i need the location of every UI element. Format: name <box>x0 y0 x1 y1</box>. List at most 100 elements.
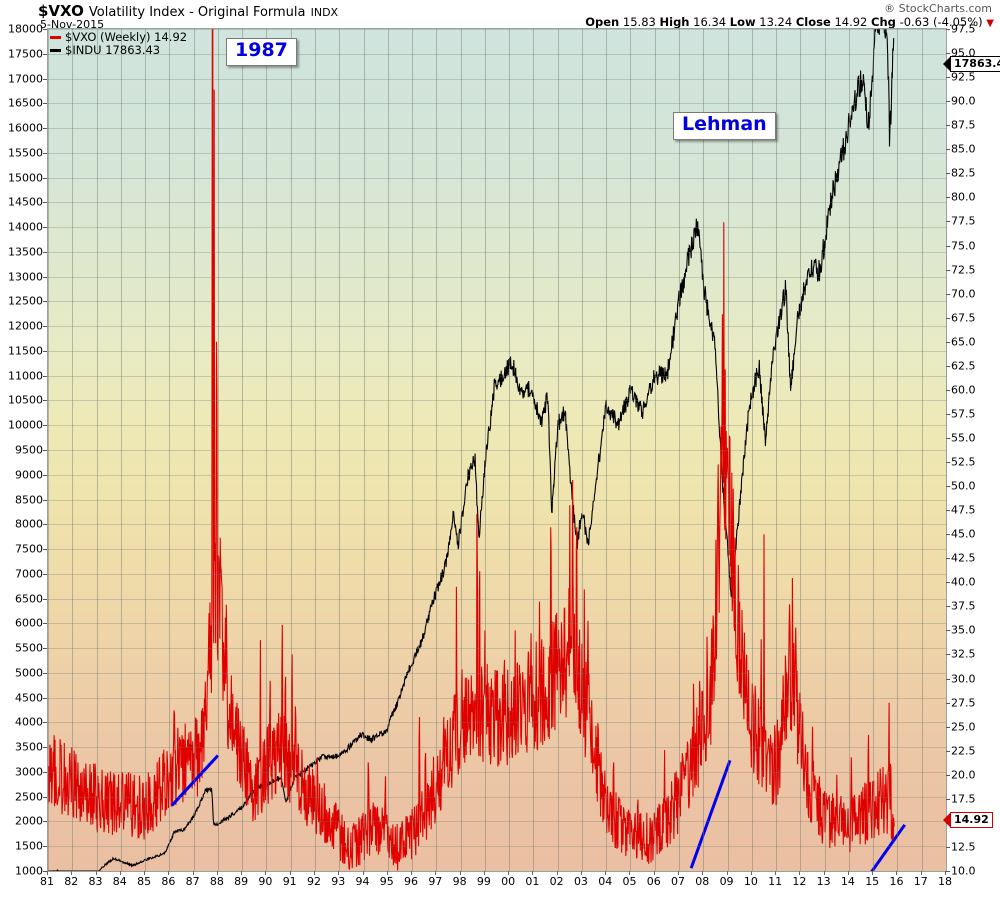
left-axis-tick-mark <box>43 474 47 476</box>
legend-swatch-indu <box>50 49 61 52</box>
x-tick-label: 15 <box>865 875 880 888</box>
vertical-gridline <box>824 29 826 871</box>
x-tick-label: 03 <box>573 875 588 888</box>
left-value-axis: 18000 17500 17000 16500 16000 15500 15000 14500… <box>0 23 47 878</box>
vertical-gridline <box>363 29 365 871</box>
left-axis-tick-label: 5500 <box>15 641 43 655</box>
x-tick-label: 16 <box>889 875 904 888</box>
x-tick-label: 92 <box>306 875 321 888</box>
horizontal-gridline <box>48 573 946 575</box>
x-tick-mark <box>192 871 194 875</box>
annotation-1987[interactable]: 1987 <box>226 38 297 66</box>
right-axis-tick-mark <box>946 654 950 656</box>
left-axis-tick-label: 13000 <box>8 270 43 284</box>
trendline-2[interactable] <box>689 759 732 869</box>
right-axis-tick-mark <box>946 173 950 175</box>
left-axis-tick-mark <box>43 648 47 650</box>
right-axis-tick-mark <box>946 245 950 247</box>
x-tick-label: 04 <box>598 875 613 888</box>
vertical-gridline <box>751 29 753 871</box>
x-tick-mark <box>386 871 388 875</box>
low-label: Low <box>729 15 756 29</box>
horizontal-gridline <box>48 326 946 328</box>
horizontal-gridline <box>48 400 946 402</box>
left-axis-tick-label: 6000 <box>15 616 43 630</box>
horizontal-gridline <box>48 796 946 798</box>
right-axis-tick-label: 75.0 <box>951 239 976 252</box>
left-axis-tick-mark <box>43 549 47 551</box>
left-axis-tick-label: 5000 <box>15 666 43 680</box>
x-tick-mark <box>653 871 655 875</box>
right-axis-tick-label: 87.5 <box>951 118 976 132</box>
right-axis-tick-mark <box>946 149 950 151</box>
horizontal-gridline <box>48 672 946 674</box>
legend-swatch-vxo <box>50 36 61 39</box>
horizontal-gridline <box>48 549 946 551</box>
chart-header: $VXO Volatility Index - Original Formula… <box>0 0 1000 31</box>
right-axis-tick-label: 60.0 <box>951 383 976 397</box>
left-axis-tick-label: 7500 <box>15 542 43 556</box>
chart-plot-area[interactable] <box>47 28 947 872</box>
right-axis-tick-mark <box>946 317 950 319</box>
horizontal-gridline <box>48 697 946 699</box>
x-tick-label: 90 <box>258 875 273 888</box>
left-axis-tick-mark <box>43 29 47 30</box>
indu-price-line <box>48 29 895 871</box>
low-value: 13.24 <box>759 15 793 29</box>
left-axis-tick-label: 4000 <box>15 715 43 729</box>
high-value: 16.34 <box>693 15 727 29</box>
x-tick-label: 06 <box>646 875 661 888</box>
left-axis-tick-label: 8000 <box>15 517 43 531</box>
horizontal-gridline <box>48 251 946 253</box>
right-axis-tick-mark <box>946 269 950 271</box>
x-tick-mark <box>629 871 631 875</box>
vertical-gridline <box>290 29 292 871</box>
left-axis-tick-label: 2000 <box>15 814 43 828</box>
vxo-price-tag: 14.92 <box>950 812 993 829</box>
quote-bar: Open 15.83 High 16.34 Low 13.24 Close 14… <box>585 15 994 29</box>
x-tick-label: 87 <box>185 875 200 888</box>
right-axis-tick-label: 55.0 <box>951 431 976 445</box>
right-axis-tick-mark <box>946 365 950 367</box>
x-tick-mark <box>362 871 364 875</box>
x-tick-mark <box>241 871 243 875</box>
right-axis-tick-mark <box>946 774 950 776</box>
chart-legend: $VXO (Weekly) 14.92 $INDU 17863.43 <box>50 31 187 57</box>
right-axis-tick-label: 42.5 <box>951 551 976 565</box>
x-tick-label: 09 <box>719 875 734 888</box>
left-axis-tick-mark <box>43 400 47 402</box>
chart-series-layer <box>48 29 906 872</box>
right-axis-tick-mark <box>946 871 950 872</box>
legend-item-indu: $INDU 17863.43 <box>50 44 187 57</box>
left-axis-tick-mark <box>43 350 47 352</box>
x-tick-mark <box>823 871 825 875</box>
left-axis-tick-label: 1500 <box>15 839 43 853</box>
vertical-gridline <box>339 29 341 871</box>
x-tick-mark <box>119 871 121 875</box>
right-axis-tick-label: 32.5 <box>951 647 976 661</box>
plot-background-gradient <box>48 29 946 871</box>
x-tick-label: 85 <box>137 875 152 888</box>
left-axis-tick-mark <box>43 301 47 303</box>
right-axis-tick-mark <box>946 437 950 439</box>
horizontal-gridline <box>48 474 946 476</box>
right-axis-tick-label: 92.5 <box>951 70 976 84</box>
vertical-gridline <box>96 29 98 871</box>
left-axis-tick-label: 6500 <box>15 592 43 606</box>
x-tick-mark <box>411 871 413 875</box>
vertical-gridline <box>217 29 219 871</box>
trendline-1[interactable] <box>170 754 219 807</box>
left-axis-tick-label: 15500 <box>8 146 43 160</box>
horizontal-gridline <box>48 846 946 848</box>
right-axis-tick-label: 90.0 <box>951 94 976 108</box>
x-tick-mark <box>459 871 461 875</box>
trendline-3[interactable] <box>870 823 906 872</box>
x-tick-mark <box>71 871 73 875</box>
left-axis-tick-mark <box>43 524 47 526</box>
annotation-lehman[interactable]: Lehman <box>673 112 776 140</box>
vertical-gridline <box>169 29 171 871</box>
horizontal-gridline <box>48 524 946 526</box>
x-tick-label: 95 <box>379 875 394 888</box>
horizontal-gridline <box>48 598 946 600</box>
horizontal-gridline <box>48 771 946 773</box>
